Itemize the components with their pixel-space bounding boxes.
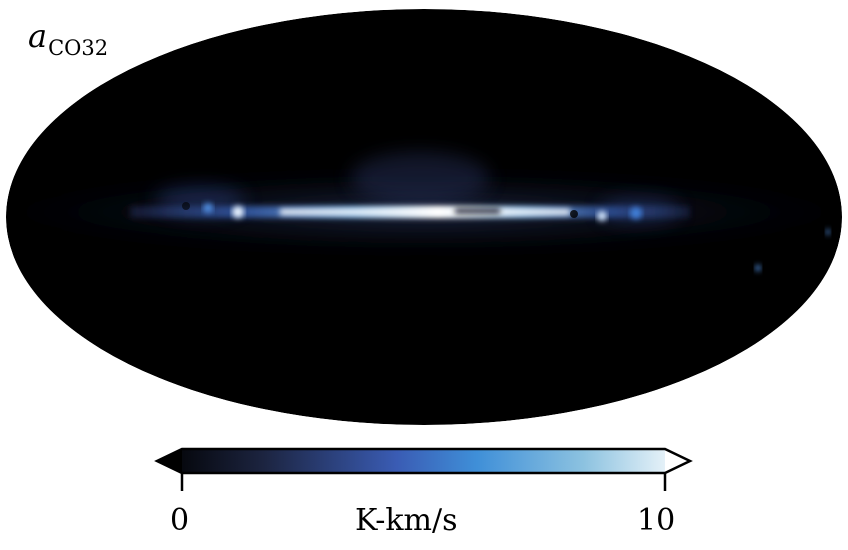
colorbar-gradient [157, 449, 690, 473]
bright-source [232, 206, 244, 218]
colorbar-min-label: 0 [170, 503, 190, 538]
colorbar-extend-min [157, 449, 182, 473]
sky-map [6, 9, 842, 425]
map-label-symbol: a [28, 17, 48, 55]
colorbar-extend-max [665, 449, 690, 473]
bright-source [597, 211, 607, 221]
colorbar-unit-label: K-km/s [355, 503, 458, 538]
colorbar-max-label: 10 [637, 503, 676, 538]
sky-map-content [6, 9, 842, 425]
cloud-complex [350, 152, 490, 204]
bright-source [755, 265, 761, 271]
bright-source [203, 203, 213, 213]
bright-source [630, 207, 642, 219]
map-label-subscript: CO32 [48, 36, 109, 60]
map-label: aCO32 [28, 17, 108, 59]
